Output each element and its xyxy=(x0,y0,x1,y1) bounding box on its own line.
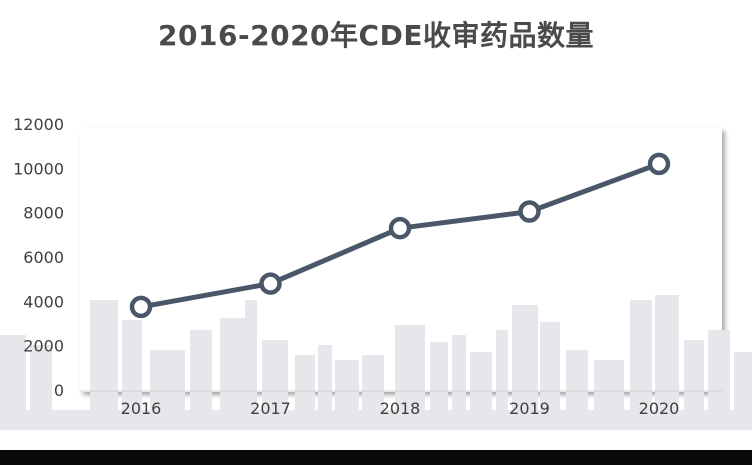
x-tick-label: 2020 xyxy=(639,399,680,418)
data-point-2017 xyxy=(259,272,282,295)
line-chart: 0 2000 4000 6000 8000 10000 12000 2016 2017 2018… xyxy=(0,115,752,430)
data-point-2019 xyxy=(518,200,541,223)
y-tick-label: 12000 xyxy=(13,115,64,134)
y-tick-label: 6000 xyxy=(23,248,64,267)
y-tick-label: 4000 xyxy=(23,292,64,311)
x-tick-label: 2017 xyxy=(250,399,291,418)
x-axis: 2016 2017 2018 2019 2020 xyxy=(121,399,680,418)
series-markers xyxy=(129,152,671,319)
x-tick-label: 2016 xyxy=(121,399,162,418)
y-tick-label: 8000 xyxy=(23,204,64,223)
data-point-2018 xyxy=(388,216,412,240)
bottom-band xyxy=(0,450,752,465)
data-point-2016 xyxy=(129,295,153,319)
y-tick-label: 10000 xyxy=(13,159,64,178)
y-tick-label: 2000 xyxy=(23,337,64,356)
data-point-2020 xyxy=(647,152,671,176)
x-tick-label: 2018 xyxy=(380,399,421,418)
y-tick-label: 0 xyxy=(54,381,64,400)
y-axis: 0 2000 4000 6000 8000 10000 12000 xyxy=(13,115,64,400)
skyline-background xyxy=(0,295,752,430)
chart-title: 2016-2020年CDE收审药品数量 xyxy=(158,19,594,52)
x-tick-label: 2019 xyxy=(509,399,550,418)
